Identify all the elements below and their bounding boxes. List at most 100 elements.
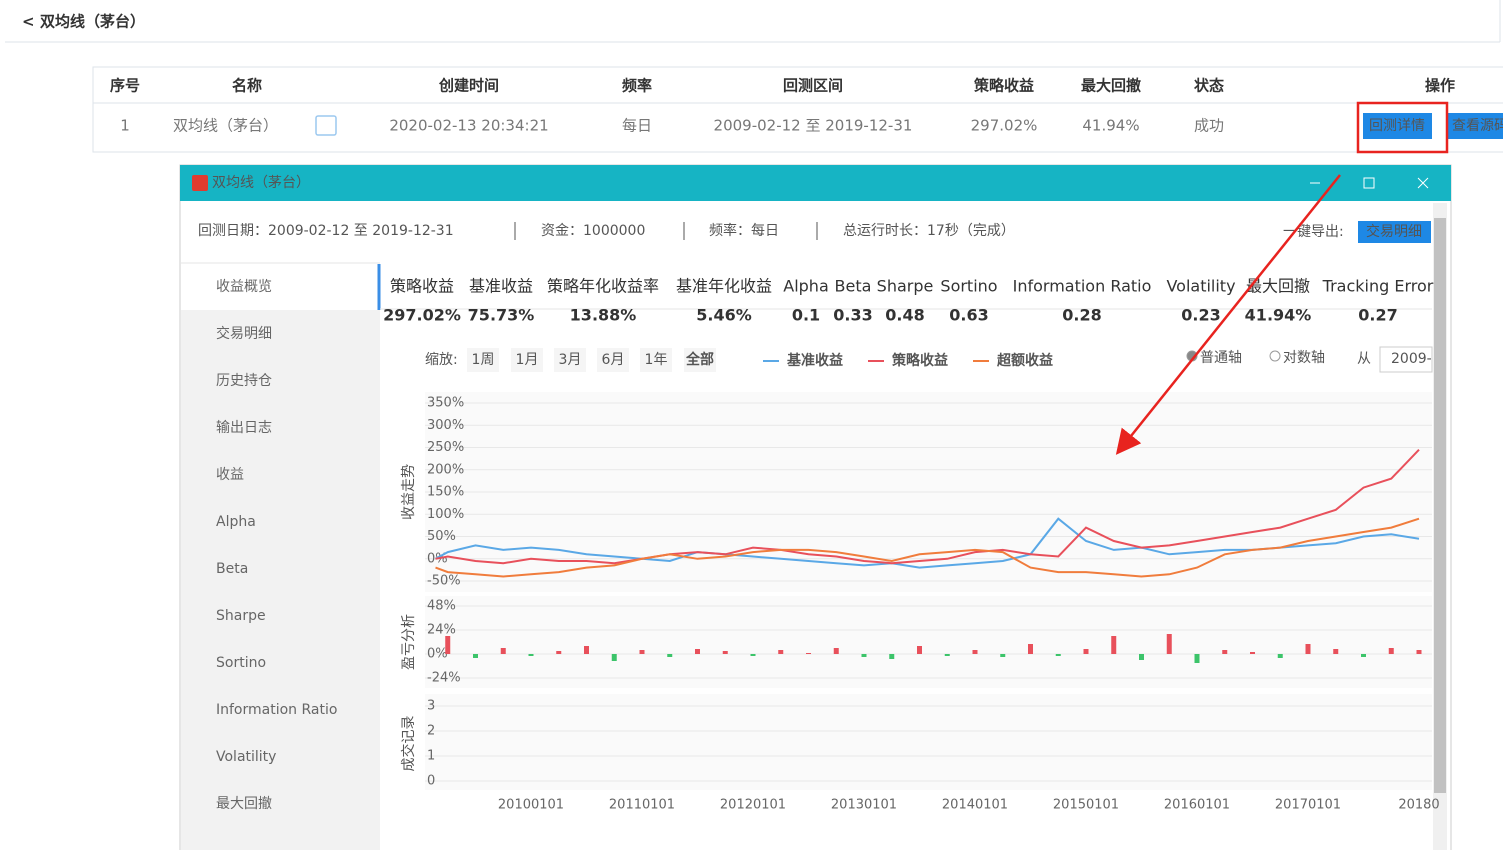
- export-button[interactable]: 交易明细: [1366, 223, 1422, 240]
- x-tick-label: 20110101: [609, 798, 675, 813]
- radio-label: 对数轴: [1283, 350, 1325, 366]
- detail-button-bg[interactable]: [1363, 113, 1432, 139]
- sidebar-active: [181, 264, 378, 310]
- plot-background: [425, 694, 1432, 790]
- zoom-button-bg[interactable]: [684, 348, 716, 372]
- y-tick-label: 150%: [427, 485, 464, 500]
- table-header: 最大回撤: [1081, 77, 1141, 95]
- app-icon: [192, 175, 208, 191]
- sidebar-item[interactable]: 收益概览: [216, 279, 272, 295]
- source-button-bg[interactable]: [1448, 113, 1503, 139]
- bar: [556, 651, 562, 654]
- metric-value: 0.1: [792, 306, 820, 325]
- y-tick-label: -24%: [427, 671, 461, 686]
- bar: [639, 650, 645, 654]
- sidebar-item[interactable]: 交易明细: [216, 325, 272, 342]
- bar: [611, 654, 617, 661]
- close-button[interactable]: [1417, 177, 1429, 189]
- metric-header: Sortino: [940, 277, 997, 296]
- bar: [445, 636, 451, 654]
- zoom-label: 缩放:: [425, 352, 458, 368]
- edit-icon[interactable]: [315, 115, 337, 136]
- sidebar-item[interactable]: 历史持仓: [216, 373, 272, 389]
- x-tick-label: 20140101: [942, 798, 1008, 813]
- from-value: 2009-: [1391, 351, 1432, 367]
- zoom-button-bg[interactable]: [597, 348, 629, 372]
- zoom-button[interactable]: 1周: [472, 352, 495, 368]
- legend-label[interactable]: 超额收益: [996, 352, 1053, 369]
- sidebar-item[interactable]: Beta: [216, 561, 248, 577]
- table: [92, 66, 1503, 153]
- bar: [750, 654, 756, 656]
- zoom-button[interactable]: 3月: [559, 352, 582, 368]
- x-tick-label: 20120101: [720, 798, 786, 813]
- x-tick-label: 20130101: [831, 798, 897, 813]
- bar: [1083, 649, 1089, 654]
- legend-label[interactable]: 策略收益: [891, 352, 948, 369]
- action-button[interactable]: 回测详情: [1369, 118, 1425, 134]
- info-text: 频率：每日: [709, 222, 779, 239]
- bar: [1305, 644, 1311, 654]
- series-line: [435, 449, 1420, 565]
- y-tick-label: 50%: [427, 529, 456, 544]
- bar: [1139, 654, 1144, 660]
- metric-header: 策略年化收益率: [547, 277, 659, 296]
- sidebar: [181, 262, 380, 850]
- sidebar-item[interactable]: Volatility: [216, 749, 276, 765]
- zoom-button-bg[interactable]: [554, 348, 586, 372]
- table-header: 状态: [1194, 77, 1224, 95]
- series-line: [435, 517, 1420, 578]
- sidebar-item[interactable]: Sharpe: [216, 608, 266, 624]
- plot-background: [425, 596, 1432, 688]
- table-cell: 每日: [622, 117, 652, 135]
- metric-value: 75.73%: [468, 306, 535, 325]
- zoom-button[interactable]: 全部: [685, 351, 714, 368]
- export-button-bg[interactable]: [1358, 221, 1431, 243]
- metric-value: 0.27: [1358, 306, 1397, 325]
- bar: [917, 646, 922, 654]
- from-input[interactable]: [1379, 346, 1433, 373]
- metric-value: 0.28: [1062, 306, 1101, 325]
- metric-value: 0.33: [833, 306, 872, 325]
- highlight-box: [1356, 101, 1449, 154]
- legend-label[interactable]: 基准收益: [787, 352, 843, 369]
- x-tick-label: 20160101: [1164, 798, 1230, 813]
- dialog-titlebar: [180, 165, 1451, 201]
- sidebar-item[interactable]: Alpha: [216, 514, 256, 530]
- action-button[interactable]: 查看源码: [1452, 118, 1503, 134]
- y-tick-label: 200%: [427, 462, 464, 477]
- zoom-button[interactable]: 6月: [602, 352, 625, 368]
- sidebar-item[interactable]: 输出日志: [216, 420, 272, 436]
- zoom-button[interactable]: 1月: [516, 352, 539, 368]
- table-cell: 2009-02-12 至 2019-12-31: [714, 117, 913, 135]
- zoom-button-bg[interactable]: [467, 348, 499, 372]
- metric-value: 0.63: [949, 306, 988, 325]
- y-tick-label: 1: [427, 749, 435, 764]
- bar: [833, 648, 839, 654]
- sidebar-item[interactable]: 最大回撤: [216, 796, 272, 812]
- y-axis-title: 盈亏分析: [401, 614, 417, 670]
- bar: [944, 654, 950, 656]
- zoom-button-bg[interactable]: [640, 348, 672, 372]
- y-tick-label: 3: [427, 699, 435, 714]
- y-axis-title: 成交记录: [400, 716, 417, 772]
- y-tick-label: 0: [427, 774, 435, 789]
- metric-header: Beta: [835, 277, 872, 296]
- sidebar-item[interactable]: 收益: [216, 467, 244, 483]
- zoom-button[interactable]: 1年: [645, 352, 668, 368]
- sidebar-item[interactable]: Information Ratio: [216, 702, 337, 718]
- radio[interactable]: [1269, 350, 1281, 362]
- page-title: 双均线（茅台）: [40, 13, 145, 31]
- info-text: 回测日期：2009-02-12 至 2019-12-31: [198, 223, 454, 239]
- metric-header: Alpha: [783, 277, 829, 296]
- bar: [1166, 634, 1172, 654]
- metric-header: Tracking Error: [1322, 277, 1434, 296]
- sidebar-item[interactable]: Sortino: [216, 655, 266, 671]
- zoom-button-bg[interactable]: [511, 348, 543, 372]
- maximize-button[interactable]: [1363, 177, 1375, 189]
- metric-header: 最大回撤: [1246, 277, 1310, 296]
- back-button[interactable]: <: [22, 13, 35, 31]
- metric-header: Sharpe: [877, 277, 934, 296]
- scrollbar-thumb[interactable]: [1434, 218, 1446, 793]
- bar: [473, 654, 478, 658]
